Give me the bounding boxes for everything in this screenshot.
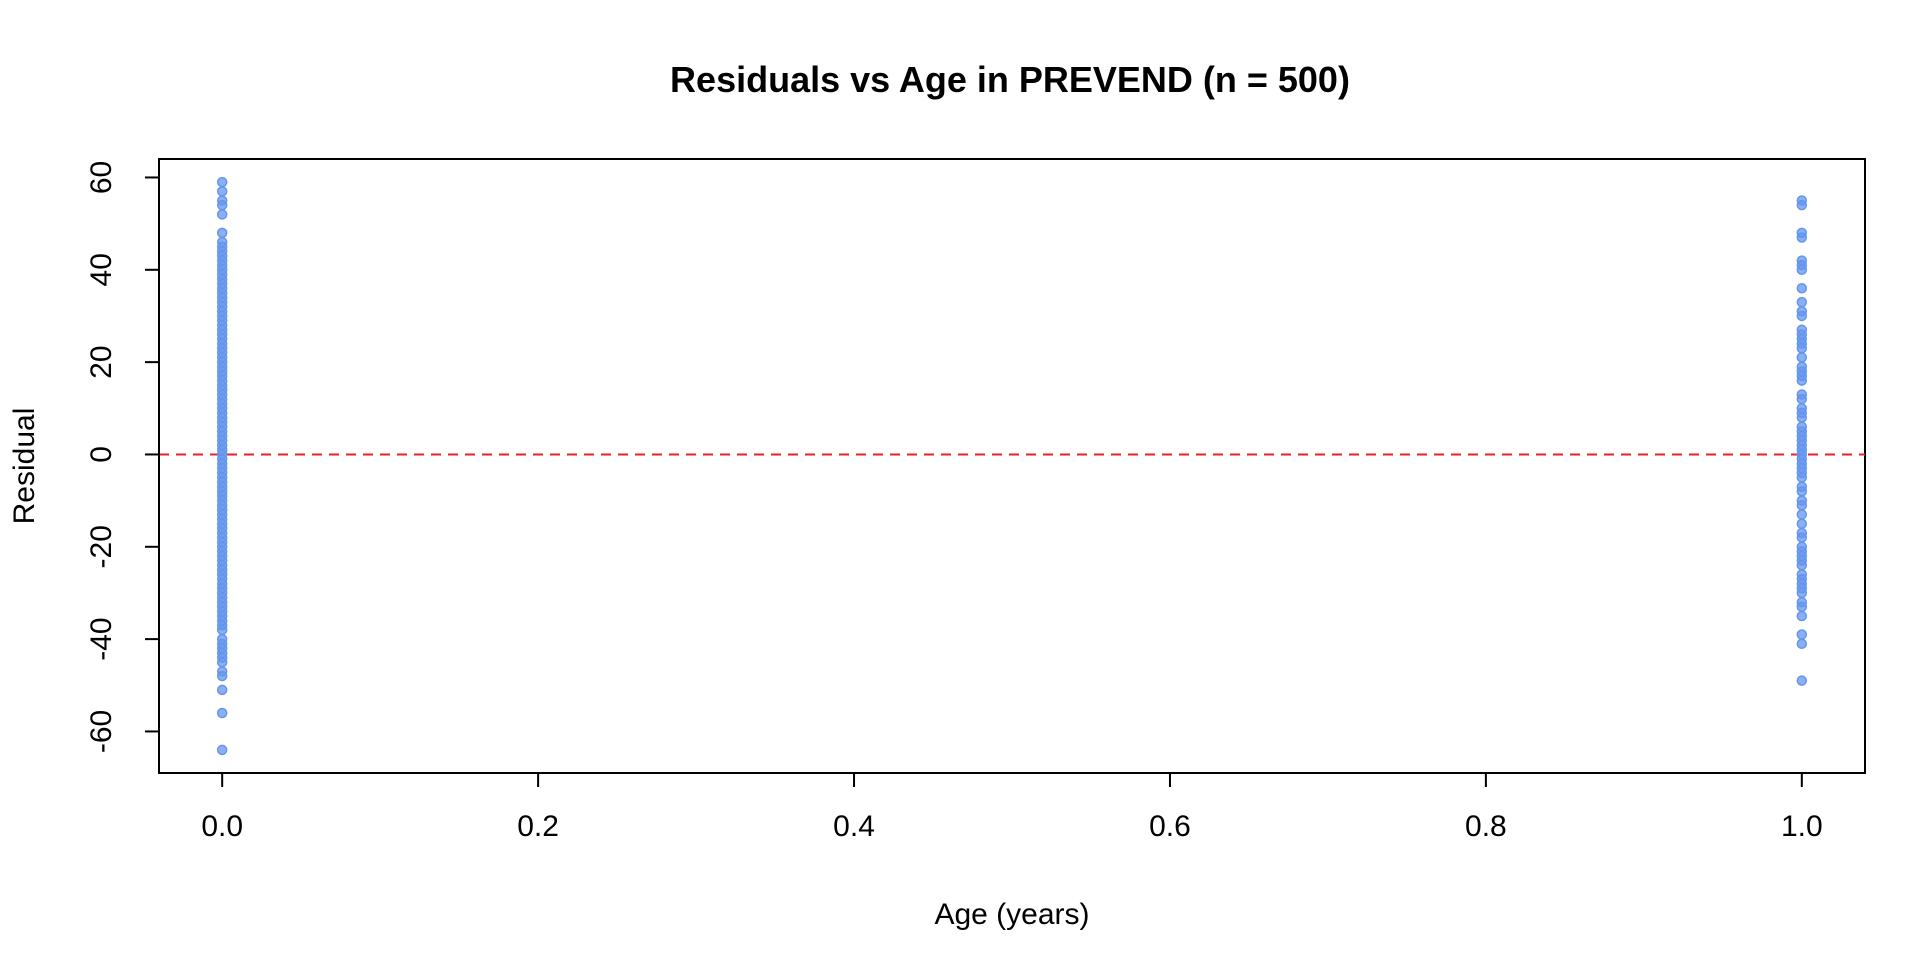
data-point — [1796, 393, 1808, 405]
y-tick-label: 60 — [85, 161, 118, 194]
x-tick-label: 0.6 — [1149, 810, 1191, 843]
data-point — [1796, 486, 1808, 497]
data-point — [1796, 638, 1808, 649]
data-point — [216, 199, 228, 211]
x-tick-label: 0.4 — [833, 810, 875, 843]
data-point — [216, 744, 228, 756]
data-point — [216, 186, 228, 197]
data-point — [1796, 675, 1808, 686]
x-tick-label: 0.2 — [517, 810, 559, 843]
data-point — [1796, 629, 1808, 640]
y-tick-label: 40 — [85, 253, 118, 286]
data-point — [1796, 532, 1808, 543]
data-point — [216, 656, 228, 668]
data-point — [1796, 610, 1808, 622]
data-points-layer — [216, 176, 1808, 756]
data-point — [216, 684, 228, 696]
data-point — [1796, 232, 1808, 243]
x-axis-label: Age (years) — [934, 898, 1089, 931]
x-tick-label: 0.0 — [201, 810, 243, 843]
data-point — [1796, 375, 1808, 386]
chart-title: Residuals vs Age in PREVEND (n = 500) — [670, 59, 1350, 100]
y-tick-label: -40 — [85, 617, 118, 660]
data-point — [1796, 499, 1808, 511]
x-tick-label: 0.8 — [1465, 810, 1507, 843]
data-point — [216, 209, 228, 220]
data-point — [216, 707, 228, 719]
data-point — [1796, 509, 1808, 520]
data-point — [1796, 310, 1808, 322]
x-axis: 0.0 0.2 0.4 0.6 0.8 1.0 — [201, 772, 1823, 843]
data-point — [1796, 587, 1808, 599]
data-point — [216, 624, 228, 636]
data-point — [1796, 264, 1808, 276]
data-point — [216, 227, 228, 239]
data-point — [216, 176, 228, 188]
data-point — [1796, 518, 1808, 529]
data-point — [1796, 601, 1808, 613]
data-point — [216, 670, 228, 682]
y-tick-label: 0 — [85, 446, 118, 463]
data-point — [1796, 472, 1808, 483]
y-tick-label: -60 — [85, 710, 118, 753]
x-tick-label: 1.0 — [1781, 810, 1823, 843]
data-point — [1796, 560, 1808, 571]
y-axis-label: Residual — [8, 408, 41, 525]
data-point — [1796, 199, 1808, 211]
data-point — [1796, 352, 1808, 363]
data-point — [1796, 343, 1808, 354]
data-point — [1796, 296, 1808, 308]
y-tick-label: 20 — [85, 345, 118, 378]
y-axis: -60 -40 -20 0 20 40 60 — [85, 161, 160, 753]
data-point — [1796, 283, 1808, 294]
y-tick-label: -20 — [85, 525, 118, 568]
data-point — [1796, 412, 1808, 423]
